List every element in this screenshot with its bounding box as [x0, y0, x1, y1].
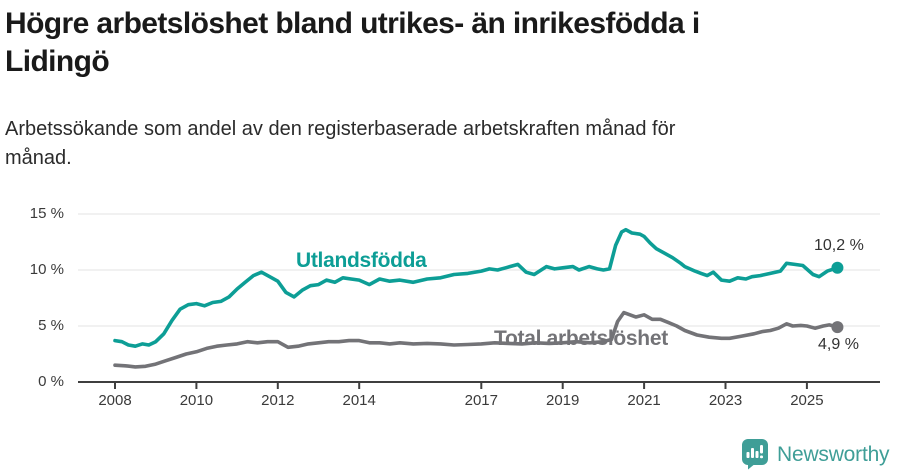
x-axis-tick-label: 2017	[464, 392, 498, 409]
y-axis-tick-label: 10 %	[29, 261, 64, 278]
series-line-total-arbetsl-shet	[113, 310, 840, 369]
x-axis-tick-label: 2021	[627, 392, 661, 409]
newsworthy-logo[interactable]: Newsworthy	[741, 439, 890, 470]
series-end-dot-total-arbetsl-shet	[831, 321, 844, 334]
x-axis-tick-label: 2012	[261, 392, 295, 409]
page-title: Högre arbetslöshet bland utrikes- än inr…	[5, 7, 700, 79]
series-line-utlandsf-dda	[113, 227, 840, 349]
y-axis-tick-label: 15 %	[29, 205, 64, 222]
x-axis-tick-label: 2008	[98, 392, 132, 409]
series-label-utlandsfodda: Utlandsfödda	[296, 249, 427, 272]
x-axis-tick-label: 2025	[790, 392, 824, 409]
newsworthy-wordmark: Newsworthy	[777, 442, 890, 466]
series-end-dot-utlandsf-dda	[831, 261, 844, 274]
x-axis-tick-label: 2019	[546, 392, 580, 409]
end-value-label-utlandsfodda: 10,2 %	[814, 237, 864, 254]
end-value-label-total-arbetsloshet: 4,9 %	[818, 336, 859, 353]
x-axis-tick-label: 2014	[342, 392, 376, 409]
newsworthy-speech-bubble-bar-chart-icon	[742, 439, 768, 470]
series-label-total-arbetsloshet: Total arbetslöshet	[494, 327, 668, 350]
y-axis-tick-label: 0 %	[38, 373, 64, 390]
y-axis-tick-label: 5 %	[38, 317, 64, 334]
x-axis-tick-label: 2023	[708, 392, 743, 409]
chart-subtitle: Arbetssökande som andel av den registerb…	[5, 118, 676, 169]
x-axis-tick-label: 2010	[179, 392, 214, 409]
